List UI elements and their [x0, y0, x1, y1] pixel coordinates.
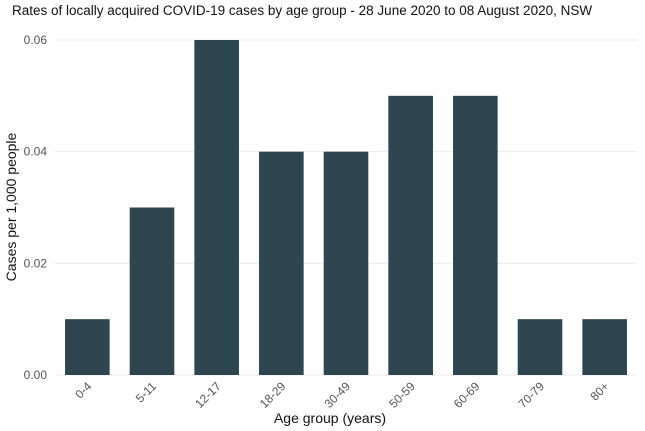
y-tick-labels: 0.00 0.02 0.04 0.06 [24, 33, 48, 382]
x-tick-label: 70-79 [516, 379, 548, 411]
y-tick-label: 0.06 [24, 33, 48, 47]
x-tick-label: 5-11 [133, 379, 159, 405]
bars [65, 40, 627, 375]
y-axis-title: Cases per 1,000 people [3, 132, 19, 281]
bar-50-59 [388, 95, 433, 375]
y-tick-label: 0.00 [24, 368, 48, 382]
x-tick-label: 80+ [587, 379, 611, 403]
y-tick-label: 0.04 [24, 145, 48, 159]
bar-60-69 [453, 95, 498, 375]
bar-30-49 [323, 151, 369, 375]
x-tick-label: 30-49 [322, 379, 354, 411]
x-tick-label: 60-69 [451, 379, 483, 411]
bar-0-4 [65, 319, 110, 375]
x-tick-label: 0-4 [72, 379, 94, 401]
chart-title: Rates of locally acquired COVID-19 cases… [12, 3, 593, 18]
x-tick-labels: 0-4 5-11 12-17 18-29 30-49 50-59 60-69 70-79 80+ [72, 379, 611, 411]
bar-12-17 [194, 40, 239, 375]
x-axis-title: Age group (years) [274, 410, 386, 426]
x-tick-label: 18-29 [257, 379, 289, 411]
bar-18-29 [259, 151, 304, 375]
x-tick-label: 12-17 [192, 379, 224, 411]
x-tick-label: 50-59 [386, 379, 418, 411]
y-tick-label: 0.02 [24, 256, 48, 270]
bar-5-11 [129, 207, 175, 375]
bar-80+ [582, 319, 627, 375]
bar-70-79 [517, 319, 563, 375]
